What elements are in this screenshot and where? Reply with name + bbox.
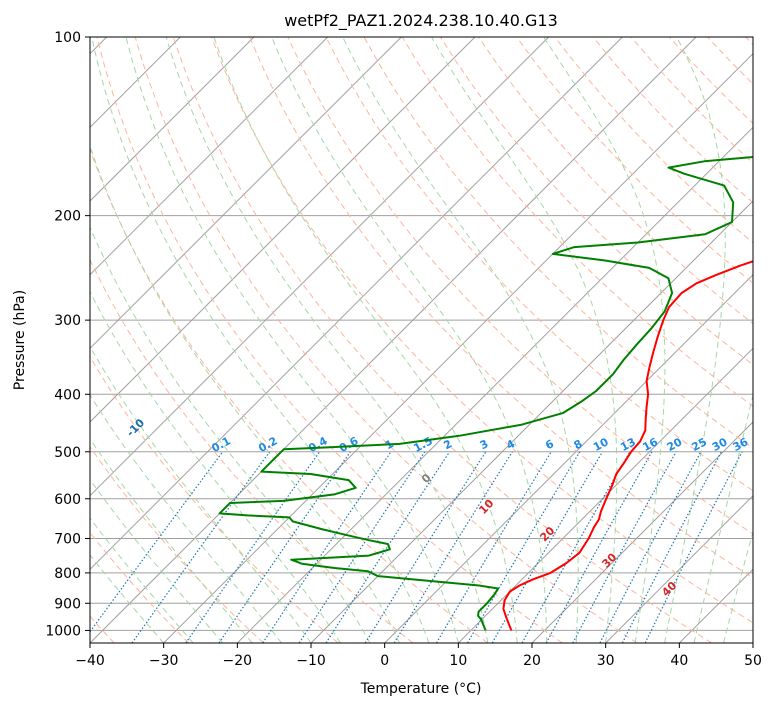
moist-adiabat-line: [723, 529, 753, 643]
y-axis: 100 200 300 400 500 600 700 800 900 1000: [45, 30, 90, 639]
plot-frame: [89, 36, 754, 644]
moist-adiabat-line: [693, 393, 753, 643]
moist-adiabat-line: [664, 37, 726, 643]
isotherm-line: [90, 37, 623, 571]
temperature-profile: [502, 260, 753, 631]
moist-adiabat-line: [90, 437, 253, 643]
isotherm-line: [90, 37, 402, 350]
mixing-ratio-line: [393, 451, 513, 643]
isotherm-line: [605, 494, 753, 643]
dry-adiabat-line: [516, 37, 753, 284]
mixing-ratio-line: [621, 451, 722, 643]
y-tick-label: 200: [54, 209, 81, 225]
y-tick-label: 900: [54, 596, 81, 612]
moist-adiabat-line: [90, 225, 371, 643]
isotherm-grid: [90, 37, 753, 643]
dry-adiabat-line: [249, 37, 753, 579]
plot-area: 0.10.20.40.611.52346810131620253036-100-…: [90, 37, 753, 643]
moist-adiabat-line: [90, 144, 400, 643]
mixing-ratio-lines: [90, 451, 743, 643]
mixing-ratio-line: [262, 451, 392, 643]
x-tick-label: 50: [744, 653, 762, 669]
dry-adiabat-line: [287, 37, 753, 535]
y-tick-label: 800: [54, 566, 81, 582]
x-tick-label: 10: [449, 653, 467, 669]
mixing-ratio-line: [599, 451, 702, 643]
y-tick-label: 500: [54, 445, 81, 461]
y-tick-label: 600: [54, 492, 81, 508]
mixing-ratio-label: 10: [591, 435, 611, 454]
mixing-ratio-line: [325, 451, 451, 643]
mixing-ratio-line: [298, 451, 426, 643]
y-axis-label: Pressure (hPa): [12, 290, 28, 390]
y-tick-label: 400: [54, 387, 81, 403]
x-tick-label: 20: [523, 653, 541, 669]
mixing-ratio-label: 30: [710, 435, 730, 454]
moist-adiabat-line: [342, 37, 579, 643]
moist-adiabat-line: [90, 393, 282, 643]
isotherm-line: [90, 37, 329, 276]
x-tick-label: 0: [380, 653, 389, 669]
mixing-ratio-line: [572, 451, 677, 643]
moist-adiabat-line: [165, 37, 489, 643]
x-tick-label: −40: [75, 653, 105, 669]
mixing-ratio-label: 36: [731, 435, 751, 454]
isotherm-line: [90, 37, 476, 423]
mixing-ratio-line: [218, 451, 351, 643]
moist-adiabat-line: [543, 37, 666, 643]
mixing-ratio-line: [90, 451, 224, 633]
isotherm-line: [90, 37, 550, 497]
dewpoint-profile: [218, 156, 753, 631]
y-tick-label: 700: [54, 532, 81, 548]
x-tick-label: 30: [597, 653, 615, 669]
isotherm-line: [531, 421, 753, 643]
mixing-ratio-label: 20: [665, 435, 685, 454]
y-tick-label: 300: [54, 313, 81, 329]
isotherm-line: [384, 273, 753, 643]
isotherm-line: [236, 126, 753, 643]
x-axis-label: Temperature (°C): [360, 681, 482, 697]
dry-adiabat-line: [90, 258, 414, 643]
mixing-ratio-line: [364, 451, 487, 643]
moist-adiabats: [90, 37, 753, 643]
mixing-ratio-line: [545, 451, 653, 643]
dry-adiabat-line: [325, 37, 753, 492]
y-tick-label: 1000: [45, 623, 81, 639]
mixing-ratio-label: 25: [689, 435, 709, 454]
moist-adiabat-line: [91, 37, 430, 643]
x-tick-label: −20: [223, 653, 253, 669]
isotherm-line: [90, 37, 697, 643]
dry-adiabat-line: [211, 37, 753, 624]
moist-adiabat-line: [90, 290, 341, 643]
moist-adiabat-line: [431, 37, 618, 643]
moist-adiabat-line: [213, 37, 518, 643]
isotherm-line: [90, 37, 255, 202]
isotherm-line: [457, 347, 753, 643]
mixing-ratio-line: [435, 451, 552, 643]
moist-adiabat-line: [90, 478, 223, 643]
y-tick-label: 100: [54, 30, 81, 46]
sounding-series: [218, 156, 753, 631]
chart-title: wetPf2_PAZ1.2024.238.10.40.G13: [284, 11, 558, 31]
x-tick-label: −10: [296, 653, 326, 669]
x-tick-label: −30: [149, 653, 179, 669]
mixing-ratio-label: 16: [640, 435, 660, 454]
x-tick-label: 40: [670, 653, 688, 669]
isotherm-line: [163, 52, 753, 643]
mixing-ratio-line: [521, 451, 631, 643]
moist-adiabat-line: [125, 37, 459, 643]
mixing-ratio-line: [131, 451, 271, 643]
moist-adiabat-line: [271, 37, 548, 643]
line-annotations: 0.10.20.40.611.52346810131620253036-100-…: [124, 416, 751, 599]
mixing-ratio-line: [644, 451, 743, 643]
dry-adiabat-line: [172, 37, 712, 643]
isobar-grid: [90, 37, 753, 631]
x-axis: −40 −30 −20 −10 0 10 20 30 40 50: [75, 643, 762, 669]
dry-adiabat-line: [90, 445, 264, 643]
mixing-ratio-line: [185, 451, 321, 643]
